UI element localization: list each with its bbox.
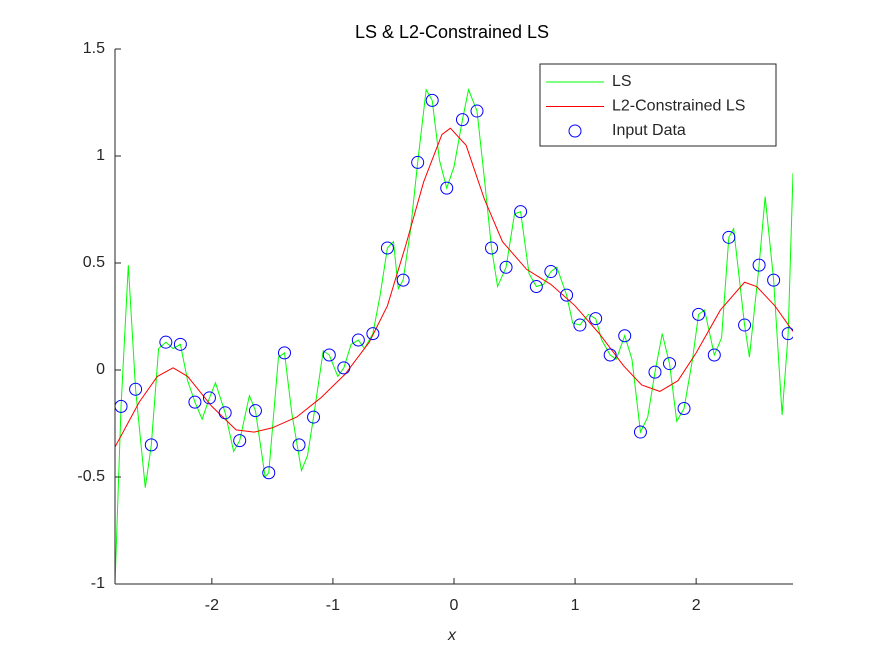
- y-tick-label: 0.5: [83, 254, 105, 271]
- data-point: [722, 230, 736, 244]
- data-point: [366, 327, 380, 341]
- data-point: [767, 273, 781, 287]
- x-tick-label: 0: [450, 597, 459, 614]
- x-tick-label: -2: [205, 597, 219, 614]
- data-point: [337, 361, 351, 375]
- y-tick-label: -0.5: [77, 468, 105, 485]
- data-point: [603, 348, 617, 362]
- data-point: [544, 265, 558, 279]
- data-point: [633, 425, 647, 439]
- data-point: [440, 181, 454, 195]
- y-tick-label: 0: [96, 361, 105, 378]
- data-point: [470, 104, 484, 118]
- legend-label: LS: [612, 73, 632, 90]
- data-point: [292, 438, 306, 452]
- data-point: [396, 273, 410, 287]
- y-tick-label: 1: [96, 147, 105, 164]
- data-point: [573, 318, 587, 332]
- x-axis-label: x: [447, 627, 457, 644]
- x-tick-label: 1: [571, 597, 580, 614]
- legend-label: L2-Constrained LS: [612, 98, 745, 115]
- y-tick-label: -1: [91, 575, 105, 592]
- legend-label: Input Data: [612, 122, 686, 139]
- data-point: [159, 335, 173, 349]
- data-point: [248, 404, 262, 418]
- data-point: [218, 406, 232, 420]
- data-point: [752, 258, 766, 272]
- legend-marker: [568, 124, 582, 138]
- data-point: [262, 466, 276, 480]
- x-tick-label: 2: [692, 597, 701, 614]
- data-point: [233, 434, 247, 448]
- data-point: [663, 357, 677, 371]
- data-point: [529, 280, 543, 294]
- legend-box: [539, 63, 777, 147]
- data-point: [188, 395, 202, 409]
- data-point: [425, 93, 439, 107]
- data-point: [322, 348, 336, 362]
- data-point: [144, 438, 158, 452]
- line-series: [115, 87, 793, 584]
- data-point: [648, 365, 662, 379]
- y-tick-label: 1.5: [83, 40, 105, 57]
- data-point: [173, 337, 187, 351]
- data-point: [692, 307, 706, 321]
- data-point: [485, 241, 499, 255]
- data-point: [202, 391, 216, 405]
- data-point: [455, 113, 469, 127]
- data-point: [738, 318, 752, 332]
- data-point: [618, 329, 632, 343]
- data-point: [514, 205, 528, 219]
- x-tick-label: -1: [326, 597, 340, 614]
- data-point: [707, 348, 721, 362]
- data-point: [499, 260, 513, 274]
- chart-title: LS & L2-Constrained LS: [355, 22, 549, 42]
- data-point: [781, 327, 793, 341]
- data-point: [351, 333, 365, 347]
- line-series: [115, 127, 793, 448]
- data-point: [380, 241, 394, 255]
- data-point: [589, 312, 603, 326]
- data-point: [278, 346, 291, 360]
- data-point: [129, 382, 143, 396]
- data-point: [560, 288, 574, 302]
- data-point: [307, 410, 321, 424]
- data-point: [411, 155, 425, 169]
- plot-area: [115, 87, 793, 584]
- data-point: [677, 402, 691, 416]
